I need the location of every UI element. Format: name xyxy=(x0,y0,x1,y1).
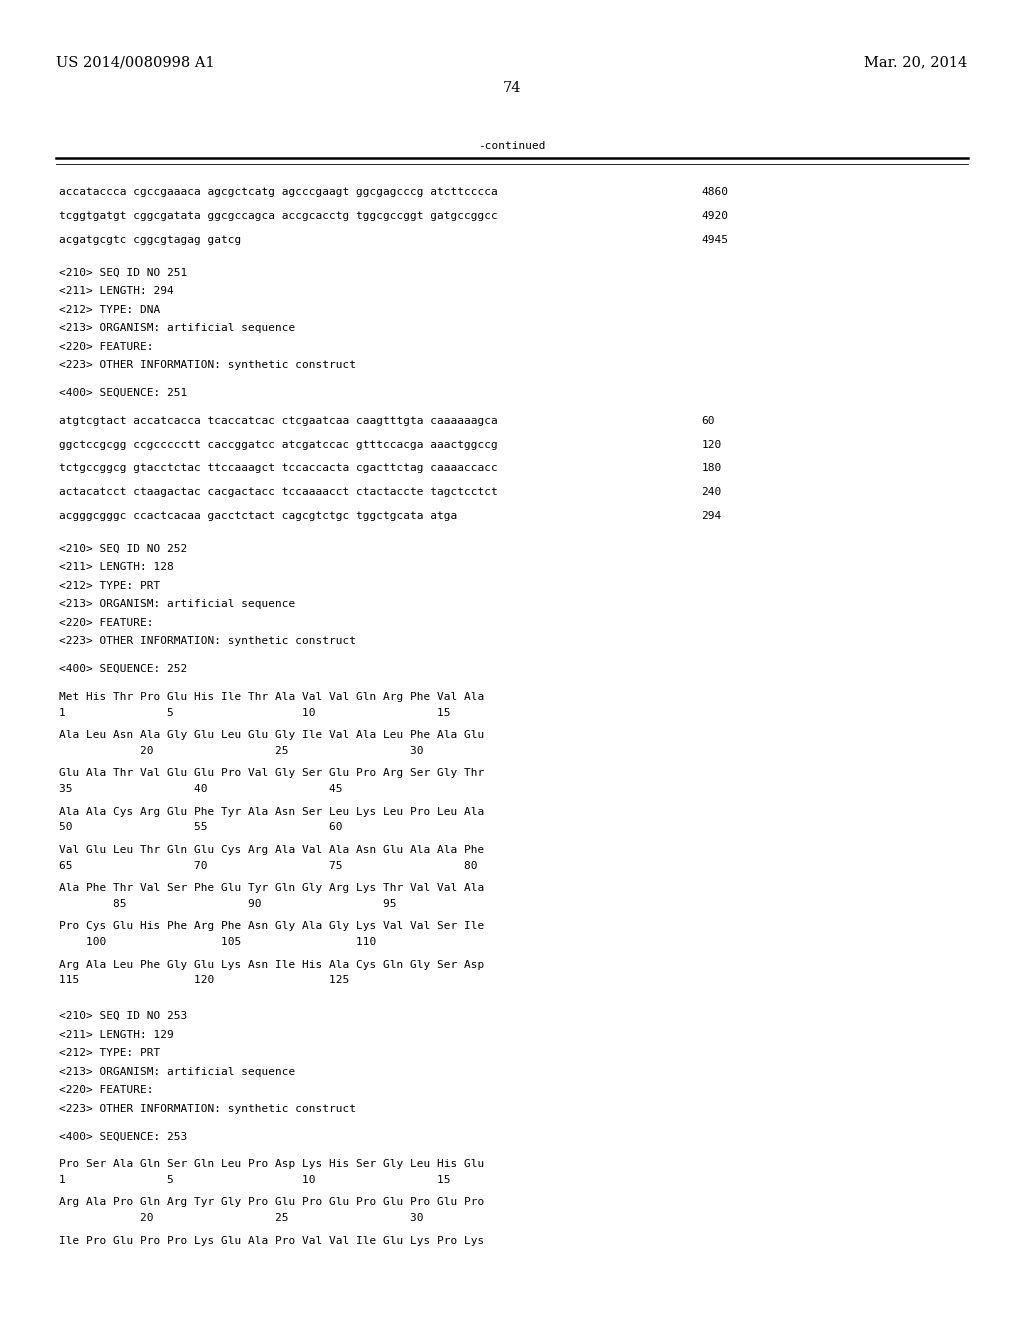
Text: acgatgcgtc cggcgtagag gatcg: acgatgcgtc cggcgtagag gatcg xyxy=(59,235,242,246)
Text: 120: 120 xyxy=(701,440,722,450)
Text: <211> LENGTH: 129: <211> LENGTH: 129 xyxy=(59,1030,174,1040)
Text: Ala Phe Thr Val Ser Phe Glu Tyr Gln Gly Arg Lys Thr Val Val Ala: Ala Phe Thr Val Ser Phe Glu Tyr Gln Gly … xyxy=(59,883,484,894)
Text: ggctccgcgg ccgccccctt caccggatcc atcgatccac gtttccacga aaactggccg: ggctccgcgg ccgccccctt caccggatcc atcgatc… xyxy=(59,440,498,450)
Text: acgggcgggc ccactcacaa gacctctact cagcgtctgc tggctgcata atga: acgggcgggc ccactcacaa gacctctact cagcgtc… xyxy=(59,511,458,521)
Text: Ala Leu Asn Ala Gly Glu Leu Glu Gly Ile Val Ala Leu Phe Ala Glu: Ala Leu Asn Ala Gly Glu Leu Glu Gly Ile … xyxy=(59,730,484,741)
Text: 60: 60 xyxy=(701,416,715,426)
Text: Pro Ser Ala Gln Ser Gln Leu Pro Asp Lys His Ser Gly Leu His Glu: Pro Ser Ala Gln Ser Gln Leu Pro Asp Lys … xyxy=(59,1159,484,1170)
Text: tcggtgatgt cggcgatata ggcgccagca accgcacctg tggcgccggt gatgccggcc: tcggtgatgt cggcgatata ggcgccagca accgcac… xyxy=(59,211,498,222)
Text: -continued: -continued xyxy=(478,141,546,152)
Text: 35                  40                  45: 35 40 45 xyxy=(59,784,343,795)
Text: tctgccggcg gtacctctac ttccaaagct tccaccacta cgacttctag caaaaccacc: tctgccggcg gtacctctac ttccaaagct tccacca… xyxy=(59,463,498,474)
Text: accataccca cgccgaaaca agcgctcatg agcccgaagt ggcgagcccg atcttcccca: accataccca cgccgaaaca agcgctcatg agcccga… xyxy=(59,187,498,198)
Text: 74: 74 xyxy=(503,81,521,95)
Text: <220> FEATURE:: <220> FEATURE: xyxy=(59,342,154,352)
Text: 4945: 4945 xyxy=(701,235,728,246)
Text: Pro Cys Glu His Phe Arg Phe Asn Gly Ala Gly Lys Val Val Ser Ile: Pro Cys Glu His Phe Arg Phe Asn Gly Ala … xyxy=(59,921,484,932)
Text: <400> SEQUENCE: 253: <400> SEQUENCE: 253 xyxy=(59,1131,187,1142)
Text: <212> TYPE: PRT: <212> TYPE: PRT xyxy=(59,1048,161,1059)
Text: 20                  25                  30: 20 25 30 xyxy=(59,1213,424,1224)
Text: <211> LENGTH: 294: <211> LENGTH: 294 xyxy=(59,286,174,297)
Text: 65                  70                  75                  80: 65 70 75 80 xyxy=(59,861,478,871)
Text: Arg Ala Leu Phe Gly Glu Lys Asn Ile His Ala Cys Gln Gly Ser Asp: Arg Ala Leu Phe Gly Glu Lys Asn Ile His … xyxy=(59,960,484,970)
Text: <211> LENGTH: 128: <211> LENGTH: 128 xyxy=(59,562,174,573)
Text: Met His Thr Pro Glu His Ile Thr Ala Val Val Gln Arg Phe Val Ala: Met His Thr Pro Glu His Ile Thr Ala Val … xyxy=(59,692,484,702)
Text: <212> TYPE: DNA: <212> TYPE: DNA xyxy=(59,305,161,315)
Text: 294: 294 xyxy=(701,511,722,521)
Text: <210> SEQ ID NO 253: <210> SEQ ID NO 253 xyxy=(59,1011,187,1022)
Text: <210> SEQ ID NO 252: <210> SEQ ID NO 252 xyxy=(59,544,187,554)
Text: <400> SEQUENCE: 251: <400> SEQUENCE: 251 xyxy=(59,388,187,399)
Text: 1               5                   10                  15: 1 5 10 15 xyxy=(59,1175,451,1185)
Text: <223> OTHER INFORMATION: synthetic construct: <223> OTHER INFORMATION: synthetic const… xyxy=(59,360,356,371)
Text: atgtcgtact accatcacca tcaccatcac ctcgaatcaa caagtttgta caaaaaagca: atgtcgtact accatcacca tcaccatcac ctcgaat… xyxy=(59,416,498,426)
Text: 4920: 4920 xyxy=(701,211,728,222)
Text: Ile Pro Glu Pro Pro Lys Glu Ala Pro Val Val Ile Glu Lys Pro Lys: Ile Pro Glu Pro Pro Lys Glu Ala Pro Val … xyxy=(59,1236,484,1246)
Text: <213> ORGANISM: artificial sequence: <213> ORGANISM: artificial sequence xyxy=(59,323,296,334)
Text: <213> ORGANISM: artificial sequence: <213> ORGANISM: artificial sequence xyxy=(59,599,296,610)
Text: Val Glu Leu Thr Gln Glu Cys Arg Ala Val Ala Asn Glu Ala Ala Phe: Val Glu Leu Thr Gln Glu Cys Arg Ala Val … xyxy=(59,845,484,855)
Text: <213> ORGANISM: artificial sequence: <213> ORGANISM: artificial sequence xyxy=(59,1067,296,1077)
Text: 115                 120                 125: 115 120 125 xyxy=(59,975,349,986)
Text: actacatcct ctaagactac cacgactacc tccaaaacct ctactaccte tagctcctct: actacatcct ctaagactac cacgactacc tccaaaa… xyxy=(59,487,498,498)
Text: 50                  55                  60: 50 55 60 xyxy=(59,822,343,833)
Text: Glu Ala Thr Val Glu Glu Pro Val Gly Ser Glu Pro Arg Ser Gly Thr: Glu Ala Thr Val Glu Glu Pro Val Gly Ser … xyxy=(59,768,484,779)
Text: 1               5                   10                  15: 1 5 10 15 xyxy=(59,708,451,718)
Text: <210> SEQ ID NO 251: <210> SEQ ID NO 251 xyxy=(59,268,187,279)
Text: <400> SEQUENCE: 252: <400> SEQUENCE: 252 xyxy=(59,664,187,675)
Text: <220> FEATURE:: <220> FEATURE: xyxy=(59,1085,154,1096)
Text: Ala Ala Cys Arg Glu Phe Tyr Ala Asn Ser Leu Lys Leu Pro Leu Ala: Ala Ala Cys Arg Glu Phe Tyr Ala Asn Ser … xyxy=(59,807,484,817)
Text: US 2014/0080998 A1: US 2014/0080998 A1 xyxy=(56,55,215,70)
Text: 4860: 4860 xyxy=(701,187,728,198)
Text: 180: 180 xyxy=(701,463,722,474)
Text: <212> TYPE: PRT: <212> TYPE: PRT xyxy=(59,581,161,591)
Text: 100                 105                 110: 100 105 110 xyxy=(59,937,377,948)
Text: <220> FEATURE:: <220> FEATURE: xyxy=(59,618,154,628)
Text: <223> OTHER INFORMATION: synthetic construct: <223> OTHER INFORMATION: synthetic const… xyxy=(59,1104,356,1114)
Text: Arg Ala Pro Gln Arg Tyr Gly Pro Glu Pro Glu Pro Glu Pro Glu Pro: Arg Ala Pro Gln Arg Tyr Gly Pro Glu Pro … xyxy=(59,1197,484,1208)
Text: 85                  90                  95: 85 90 95 xyxy=(59,899,397,909)
Text: 20                  25                  30: 20 25 30 xyxy=(59,746,424,756)
Text: Mar. 20, 2014: Mar. 20, 2014 xyxy=(864,55,968,70)
Text: 240: 240 xyxy=(701,487,722,498)
Text: <223> OTHER INFORMATION: synthetic construct: <223> OTHER INFORMATION: synthetic const… xyxy=(59,636,356,647)
